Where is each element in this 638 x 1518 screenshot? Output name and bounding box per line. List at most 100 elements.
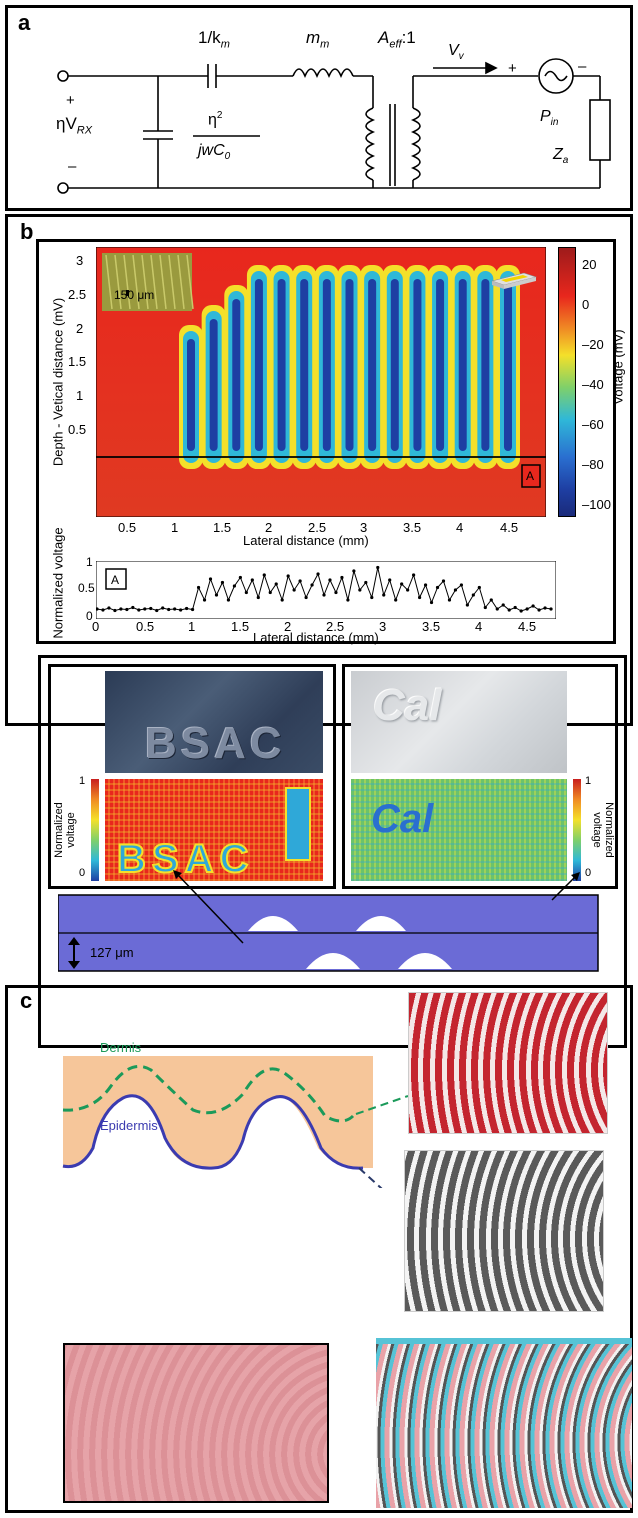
- lineplot-marker-A: A: [111, 573, 120, 587]
- minus-left: –: [68, 158, 77, 175]
- za-label: Za: [553, 146, 569, 167]
- lineplot-point: [185, 606, 189, 611]
- bsac-voltage-map: BSAC: [105, 779, 323, 881]
- lineplot-point: [531, 604, 535, 608]
- lineplot-point: [495, 607, 499, 611]
- cal-subpanel: Cal Cal 1 0 Normalized voltage: [342, 664, 618, 889]
- lineplot-point: [179, 608, 183, 612]
- lineplot-point: [364, 580, 368, 585]
- plus-right: +: [508, 60, 517, 77]
- panel-a-label: a: [18, 10, 31, 35]
- cal-cb-top: 1: [585, 775, 592, 787]
- pointer-arrows: [173, 870, 580, 944]
- lineplot-point: [465, 603, 469, 607]
- lineplot-point: [459, 583, 464, 587]
- bsac-map-text: BSAC: [116, 836, 255, 881]
- bsac-photo: BSAC: [105, 671, 323, 773]
- lineplot-point: [400, 582, 404, 586]
- lineplot-point: [477, 585, 481, 590]
- lineplot-point: [394, 598, 398, 602]
- lineplot-point: [196, 585, 201, 590]
- lineplot-point: [232, 584, 236, 588]
- fingerprint-red-map: [408, 992, 608, 1134]
- lineplot-point: [137, 608, 141, 612]
- bsac-colorbar: [91, 779, 99, 881]
- lineplot-point: [370, 595, 374, 600]
- lineplot-point: [238, 575, 242, 580]
- lineplot-point: [316, 572, 320, 576]
- lineplot-point: [358, 588, 362, 592]
- skin-cross-section: [62, 1056, 409, 1188]
- inductor-label: mm: [306, 28, 330, 51]
- heatmap-ylabel: Depth - Vetical distance (mV): [50, 297, 66, 467]
- panel-b-label: b: [20, 219, 34, 244]
- panel-b: b 150 μm A Depth - Vetical distance (mV)…: [5, 214, 633, 726]
- lineplot-point: [304, 595, 308, 600]
- lineplot-point: [513, 605, 517, 610]
- lineplot-point: [149, 606, 153, 611]
- lineplot-point: [543, 606, 547, 610]
- epidermis-label: Epidermis: [100, 1118, 158, 1133]
- heatmap-colorbar: [558, 247, 576, 517]
- lineplot-point: [483, 605, 487, 610]
- heatmap-ridge-core: [345, 279, 354, 451]
- normalized-voltage-lineplot: [96, 561, 556, 619]
- heatmap-ridge-core: [413, 279, 422, 451]
- cross-section-diagram: [58, 894, 599, 972]
- panel-c: c Dermis Epidermis: [5, 985, 633, 1513]
- lineplot-point: [382, 593, 386, 597]
- lineplot-point: [412, 573, 416, 577]
- bsac-outer-frame: [38, 655, 627, 1048]
- bsac-cb-top: 1: [79, 775, 86, 787]
- minus-right: –: [578, 58, 587, 75]
- lineplot-point: [208, 577, 213, 581]
- lineplot-point: [131, 605, 135, 610]
- heatmap-ridge-core: [390, 279, 399, 451]
- lineplot-point: [286, 574, 290, 578]
- heatmap-marker-A: A: [526, 469, 535, 483]
- lineplot-point: [101, 608, 105, 612]
- lineplot-point: [322, 593, 326, 597]
- lineplot-point: [167, 607, 171, 612]
- cal-voltage-map: Cal: [351, 779, 567, 881]
- lineplot-point: [250, 578, 254, 582]
- lineplot-point: [226, 598, 231, 602]
- fingerprint-gray-map: [404, 1150, 604, 1312]
- pin-label: Pin: [540, 108, 559, 129]
- lineplot-point: [292, 588, 296, 592]
- heatmap-ridge-core: [368, 279, 377, 451]
- lineplot-point: [125, 607, 129, 612]
- lineplot-point: [501, 603, 505, 607]
- circuit-diagram: [57, 58, 611, 194]
- lineplot-point: [447, 598, 452, 602]
- lineplot-point: [310, 583, 314, 587]
- heatmap-ridge-core: [504, 279, 512, 451]
- heatmap-scalebar-label: 150 μm: [114, 288, 155, 302]
- lineplot-point: [274, 582, 278, 586]
- source-left-label: ηVRX: [56, 114, 93, 137]
- shunt-numerator: η2: [208, 110, 223, 129]
- panel-a: a: [5, 5, 633, 211]
- lineplot-point: [471, 593, 475, 597]
- lineplot-point: [256, 595, 260, 600]
- lineplot-point: [214, 593, 219, 597]
- cal-colorbar: [573, 779, 581, 881]
- plus-left: +: [66, 92, 75, 109]
- heatmap-ridge-core: [481, 279, 490, 451]
- heatmap-ridge-core: [187, 339, 195, 451]
- lineplot-point: [441, 579, 446, 583]
- lineplot-point: [417, 595, 422, 600]
- lineplot-point: [268, 590, 272, 595]
- transformer-label: Aeff:1: [378, 28, 416, 51]
- lineplot-point: [334, 590, 338, 595]
- bsac-photo-text: BSAC: [145, 719, 286, 768]
- cal-cb-bottom: 0: [585, 867, 592, 879]
- shunt-denominator: jwC0: [198, 142, 231, 163]
- lineplot-point: [376, 565, 380, 570]
- lineplot-point: [113, 608, 117, 613]
- lineplot-point: [280, 598, 284, 602]
- lineplot-point: [429, 600, 434, 605]
- lineplot-point: [143, 607, 147, 611]
- lineplot-point: [423, 583, 428, 587]
- lineplot-point: [525, 607, 529, 611]
